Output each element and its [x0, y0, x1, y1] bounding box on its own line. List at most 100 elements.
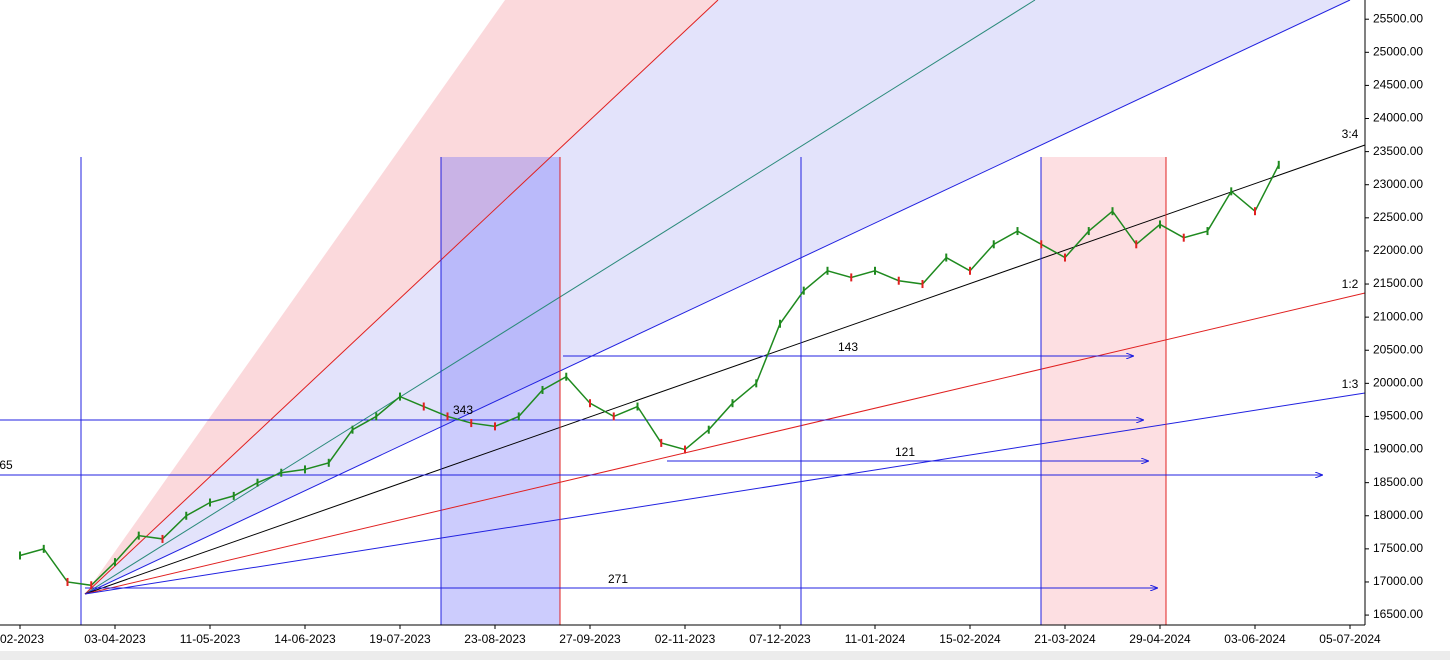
y-tick-label: 22500.00: [1373, 210, 1423, 224]
price-bar: [1159, 220, 1161, 229]
y-tick-label: 20000.00: [1373, 376, 1423, 390]
price-bar: [1206, 227, 1209, 236]
y-tick-label: 24500.00: [1373, 78, 1423, 92]
price-bar: [399, 392, 401, 401]
price-bar: [660, 438, 663, 447]
y-tick-label: 23000.00: [1373, 177, 1423, 191]
price-bar: [802, 286, 805, 295]
price-bar: [19, 551, 21, 560]
x-tick-label: 03-04-2023: [84, 632, 146, 646]
price-bar: [1087, 227, 1090, 236]
price-bar: [422, 402, 425, 411]
fan-line: [84, 292, 1366, 595]
price-bar: [209, 498, 211, 507]
price-bar: [969, 266, 971, 275]
price-bar: [612, 412, 615, 421]
y-tick-label: 16500.00: [1373, 607, 1423, 621]
time-band-blue: [441, 157, 560, 625]
price-bar: [636, 402, 639, 411]
price-bar: [897, 276, 900, 285]
price-bar: [1111, 207, 1114, 216]
price-bar: [684, 445, 686, 454]
price-bar: [589, 399, 591, 408]
x-tick-label: 27-09-2023: [559, 632, 621, 646]
price-bar: [565, 372, 568, 381]
annotation: 343: [453, 403, 473, 417]
price-bar: [921, 280, 924, 289]
y-tick-label: 17000.00: [1373, 574, 1423, 588]
annotation: 271: [608, 572, 628, 586]
price-bar: [874, 266, 876, 275]
gann-fan: [84, 0, 1366, 595]
y-tick-label: 18500.00: [1373, 475, 1423, 489]
price-bar: [517, 412, 520, 421]
y-tick-label: 17500.00: [1373, 541, 1423, 555]
price-bar: [850, 273, 853, 282]
fan-line: [84, 392, 1366, 595]
annotation: 65: [0, 458, 13, 472]
price-bar: [826, 266, 829, 275]
y-tick-label: 23500.00: [1373, 144, 1423, 158]
y-tick-label: 24000.00: [1373, 111, 1423, 125]
price-bar: [494, 422, 496, 431]
price-bar: [280, 468, 283, 477]
x-tick-label: 11-01-2024: [845, 632, 906, 646]
time-lines: [80, 157, 1167, 625]
x-tick-label: -02-2023: [0, 632, 44, 646]
y-tick-label: 21500.00: [1373, 276, 1423, 290]
price-line: [19, 164, 1280, 587]
x-tick-label: 23-08-2023: [464, 632, 526, 646]
x-tick-label: 03-06-2024: [1224, 632, 1286, 646]
annotation: 121: [895, 445, 915, 459]
price-bar: [90, 581, 93, 590]
x-tick-label: 05-07-2024: [1319, 632, 1381, 646]
y-tick-label: 25500.00: [1373, 11, 1423, 25]
price-bar: [375, 412, 378, 421]
price-bar: [779, 319, 781, 328]
price-bar: [1182, 233, 1185, 242]
price-bar: [1254, 207, 1256, 216]
price-bar: [1016, 227, 1019, 236]
y-tick-label: 25000.00: [1373, 44, 1423, 58]
price-bar: [137, 531, 140, 540]
annotation: 143: [838, 340, 858, 354]
x-tick-label: 02-11-2023: [655, 632, 716, 646]
y-tick-label: 22000.00: [1373, 243, 1423, 257]
fan-line: [84, 0, 719, 595]
price-bar: [185, 511, 188, 520]
x-tick-label: 21-03-2024: [1034, 632, 1096, 646]
fan-line: [84, 0, 1351, 595]
y-tick-label: 21000.00: [1373, 309, 1423, 323]
price-bar: [66, 577, 69, 586]
price-bar: [114, 558, 116, 567]
time-band-pink: [1041, 157, 1166, 625]
price-bar: [1064, 253, 1066, 262]
scroll-strip: [0, 651, 1450, 660]
price-bar: [470, 419, 473, 428]
price-bar: [232, 491, 235, 500]
price-bar: [351, 425, 354, 434]
price-bar: [161, 534, 164, 543]
price-bar: [304, 465, 306, 474]
price-bar: [42, 544, 45, 553]
fan-line: [84, 144, 1366, 595]
price-bar: [755, 379, 758, 388]
price-bar: [446, 412, 449, 421]
y-tick-label: 18000.00: [1373, 508, 1423, 522]
y-tick-label: 19000.00: [1373, 442, 1423, 456]
x-tick-label: 19-07-2023: [369, 632, 431, 646]
x-tick-label: 07-12-2023: [749, 632, 811, 646]
price-bar: [256, 478, 259, 487]
x-tick-label: 29-04-2024: [1129, 632, 1191, 646]
arrows: [0, 356, 1322, 588]
price-bar: [992, 240, 995, 249]
price-bar: [945, 253, 948, 262]
annotation: 1:3: [1342, 377, 1359, 391]
y-tick-label: 19500.00: [1373, 409, 1423, 423]
price-bar: [707, 425, 710, 434]
y-tick-label: 20500.00: [1373, 342, 1423, 356]
annotation: 3:4: [1342, 127, 1359, 141]
x-tick-label: 14-06-2023: [274, 632, 336, 646]
price-bar: [1277, 160, 1280, 169]
